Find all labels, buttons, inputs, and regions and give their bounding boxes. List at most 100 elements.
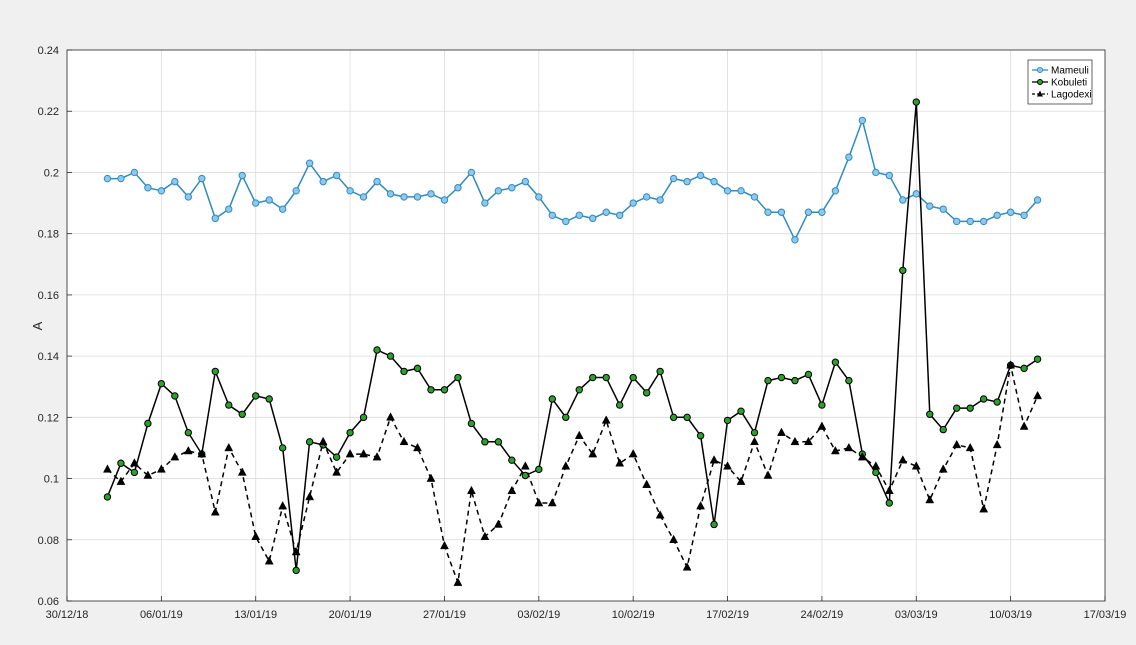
point-kobuleti xyxy=(252,392,260,400)
y-tick-label: 0.12 xyxy=(38,412,59,424)
point-mameuli xyxy=(454,184,462,192)
point-lagodexi xyxy=(534,498,544,507)
point-mameuli xyxy=(359,193,368,201)
point-lagodexi xyxy=(547,498,557,507)
x-tick-label: 27/01/19 xyxy=(423,609,466,621)
x-tick-label: 10/03/19 xyxy=(989,609,1032,621)
point-mameuli xyxy=(831,187,840,195)
point-kobuleti xyxy=(103,493,112,501)
point-kobuleti xyxy=(912,98,920,106)
point-kobuleti xyxy=(440,386,449,394)
point-lagodexi xyxy=(264,556,274,565)
tick-layer: 0.06 0.08 0.1 0.12 0.14 0.16 0.18 0.2 0.22 0.24 30… xyxy=(38,45,1127,621)
point-lagodexi xyxy=(628,449,638,458)
point-lagodexi xyxy=(129,458,139,467)
point-lagodexi xyxy=(143,470,153,479)
point-mameuli xyxy=(710,177,718,186)
point-kobuleti xyxy=(926,410,934,418)
point-mameuli xyxy=(845,153,853,161)
point-lagodexi xyxy=(359,449,368,458)
point-lagodexi xyxy=(1033,390,1043,400)
point-kobuleti xyxy=(386,352,395,360)
point-mameuli xyxy=(171,177,179,186)
point-mameuli xyxy=(211,214,219,223)
point-lagodexi xyxy=(979,504,989,513)
point-mameuli xyxy=(737,187,745,195)
y-axis-label: A xyxy=(30,321,45,330)
point-mameuli xyxy=(885,171,894,180)
point-kobuleti xyxy=(265,395,273,403)
point-lagodexi xyxy=(830,445,840,455)
point-kobuleti xyxy=(481,438,489,446)
point-lagodexi xyxy=(197,449,207,458)
point-kobuleti xyxy=(939,425,947,434)
point-mameuli xyxy=(252,199,260,207)
point-mameuli xyxy=(939,205,947,213)
point-kobuleti xyxy=(737,407,745,415)
y-tick-label: 0.18 xyxy=(38,229,59,241)
point-lagodexi xyxy=(305,491,315,501)
point-lagodexi xyxy=(426,473,436,482)
point-kobuleti xyxy=(346,428,354,437)
point-kobuleti xyxy=(683,413,691,422)
point-mameuli xyxy=(144,184,152,192)
point-lagodexi xyxy=(440,540,449,550)
x-tick-label: 20/01/19 xyxy=(329,609,372,621)
legend-marker-mameuli xyxy=(1036,66,1044,74)
point-lagodexi xyxy=(520,461,530,470)
point-lagodexi xyxy=(386,412,395,421)
point-mameuli xyxy=(548,211,556,220)
point-kobuleti xyxy=(979,395,988,403)
point-lagodexi xyxy=(696,501,706,510)
point-lagodexi xyxy=(925,494,935,504)
point-mameuli xyxy=(332,171,341,180)
point-kobuleti xyxy=(1020,364,1028,373)
point-lagodexi xyxy=(763,470,773,479)
x-tick-label: 24/02/19 xyxy=(800,609,843,621)
point-lagodexi xyxy=(1006,360,1016,369)
point-kobuleti xyxy=(804,370,813,379)
point-lagodexi xyxy=(399,436,409,446)
point-mameuli xyxy=(278,205,287,213)
x-tick-label: 10/02/19 xyxy=(612,609,655,621)
legend-marker-kobuleti xyxy=(1036,78,1044,86)
point-lagodexi xyxy=(669,534,679,544)
point-mameuli xyxy=(346,187,354,195)
point-kobuleti xyxy=(710,520,718,529)
point-kobuleti xyxy=(454,373,462,382)
point-mameuli xyxy=(912,190,920,198)
point-lagodexi xyxy=(588,449,598,458)
point-lagodexi xyxy=(103,464,112,473)
point-kobuleti xyxy=(535,465,543,474)
point-mameuli xyxy=(602,208,610,216)
point-kobuleti xyxy=(993,398,1001,406)
point-mameuli xyxy=(521,177,530,186)
point-mameuli xyxy=(508,184,516,192)
point-mameuli xyxy=(993,211,1001,220)
point-lagodexi xyxy=(723,461,732,470)
point-kobuleti xyxy=(278,444,287,452)
point-mameuli xyxy=(750,193,759,201)
point-kobuleti xyxy=(400,367,408,376)
y-tick-label: 0.14 xyxy=(38,351,59,363)
point-mameuli xyxy=(198,174,206,183)
y-tick-label: 0.2 xyxy=(44,167,59,179)
point-kobuleti xyxy=(359,413,368,422)
x-tick-label: 17/02/19 xyxy=(706,609,749,621)
point-lagodexi xyxy=(655,510,665,519)
point-lagodexi xyxy=(224,442,234,452)
point-mameuli xyxy=(305,159,314,167)
point-mameuli xyxy=(777,208,786,216)
point-lagodexi xyxy=(332,467,342,476)
point-lagodexi xyxy=(561,461,571,470)
point-lagodexi xyxy=(709,455,719,464)
legend-label-mameuli: Mameuli xyxy=(1051,66,1089,77)
point-mameuli xyxy=(494,187,503,195)
point-kobuleti xyxy=(332,453,341,461)
point-mameuli xyxy=(629,199,637,207)
point-mameuli xyxy=(117,174,125,183)
point-mameuli xyxy=(575,211,583,220)
point-mameuli xyxy=(1020,211,1028,220)
point-lagodexi xyxy=(574,430,584,439)
